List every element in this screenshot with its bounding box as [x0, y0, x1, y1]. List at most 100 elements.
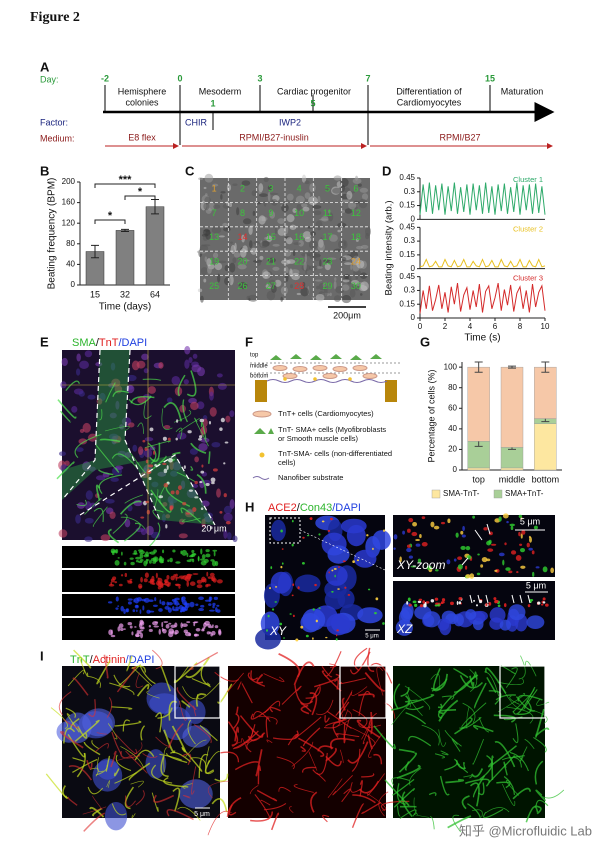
texture-blob [372, 547, 374, 550]
texture-fiber [393, 788, 415, 808]
y-tick-label: 80 [66, 239, 75, 248]
texture-blob [75, 514, 81, 524]
texture-blob [328, 234, 338, 242]
texture-fiber [367, 773, 385, 796]
texture-blob [223, 227, 231, 232]
texture-blob [209, 572, 215, 577]
bar-segment [500, 447, 524, 469]
texture-blob [167, 559, 170, 563]
texture-blob [200, 604, 205, 608]
stage-label: Cardiomyocytes [397, 97, 462, 107]
texture-blob [166, 601, 170, 606]
texture-fiber [107, 528, 120, 544]
texture-blob [323, 259, 332, 263]
texture-blob [108, 583, 115, 587]
texture-blob [510, 525, 514, 531]
texture-blob [196, 579, 203, 584]
texture-fiber [485, 667, 507, 694]
texture-blob [296, 292, 302, 296]
texture-fiber [131, 813, 136, 819]
texture-blob [508, 570, 513, 574]
texture-blob [118, 583, 123, 587]
texture-blob [286, 193, 294, 201]
view-label: XY-zoom [396, 558, 445, 572]
texture-blob [510, 550, 517, 555]
texture-blob [456, 601, 459, 605]
grid-cell-label: 2 [240, 183, 245, 193]
panel-letter: B [40, 163, 49, 178]
texture-blob [226, 183, 232, 192]
image-texture [56, 346, 238, 548]
legend-label: SMA-TnT- [443, 489, 480, 498]
texture-blob [139, 609, 142, 614]
texture-fiber [160, 458, 175, 463]
texture-blob [489, 607, 506, 623]
texture-blob [313, 210, 322, 216]
texture-blob [291, 594, 294, 597]
texture-blob [453, 558, 457, 562]
texture-blob [111, 629, 113, 636]
y-tick-label: 200 [62, 177, 76, 186]
texture-blob [140, 632, 144, 639]
texture-blob [199, 244, 209, 252]
texture-blob [236, 207, 240, 216]
texture-blob [188, 555, 194, 558]
texture-blob [211, 560, 217, 567]
texture-blob [58, 451, 66, 457]
texture-blob [441, 598, 446, 602]
texture-fiber [249, 785, 259, 795]
line-series [419, 258, 546, 268]
texture-fiber [83, 741, 101, 756]
texture-fiber [199, 725, 218, 742]
stage-label: colonies [125, 97, 159, 107]
texture-blob [341, 284, 350, 291]
texture-blob [193, 633, 198, 637]
texture-blob [350, 263, 353, 271]
texture-blob [335, 634, 338, 637]
texture-fiber [486, 677, 497, 693]
grid-cell-label: 9 [268, 208, 273, 218]
texture-blob [178, 585, 181, 589]
scale-label: 5 μm [194, 811, 210, 818]
texture-blob [161, 627, 164, 632]
texture-blob [212, 602, 216, 606]
texture-blob [187, 430, 192, 434]
texture-blob [143, 578, 148, 583]
x-tick-label: bottom [532, 474, 560, 484]
texture-blob [266, 629, 268, 632]
texture-blob [271, 608, 275, 611]
texture-blob [528, 547, 533, 551]
layer-label: middle [250, 364, 268, 370]
texture-blob [505, 567, 511, 571]
texture-fiber [260, 799, 271, 806]
texture-blob [327, 529, 331, 532]
texture-blob [465, 546, 471, 551]
texture-blob [200, 295, 204, 303]
texture-blob [184, 346, 191, 355]
texture-blob [175, 437, 178, 441]
texture-blob [209, 407, 217, 417]
texture-fiber [524, 689, 538, 709]
texture-fiber [352, 709, 368, 728]
texture-blob [291, 272, 301, 281]
x-tick-label: 64 [150, 289, 160, 299]
texture-blob [458, 597, 463, 601]
texture-blob [324, 589, 346, 610]
texture-blob [325, 636, 328, 639]
texture-fiber [459, 716, 482, 729]
x-tick-label: 0 [418, 322, 423, 331]
texture-fiber [57, 399, 77, 419]
texture-blob [352, 177, 362, 184]
figure-title: Figure 2 [30, 10, 80, 25]
texture-blob [292, 614, 295, 618]
texture-blob [189, 601, 195, 608]
texture-blob [219, 511, 223, 514]
texture-fiber [250, 670, 259, 681]
texture-fiber [170, 751, 191, 763]
texture-blob [110, 581, 113, 586]
stain-token: /DAPI [332, 502, 361, 514]
texture-blob [352, 560, 355, 564]
stain-token: SMA [72, 337, 97, 349]
y-tick-label: 0 [411, 214, 416, 223]
texture-blob [158, 608, 163, 612]
